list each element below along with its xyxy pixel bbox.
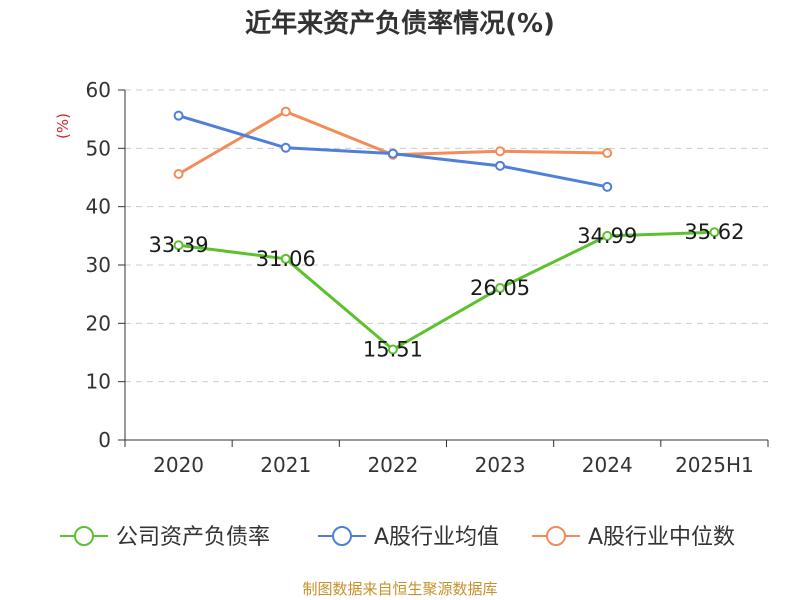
data-point — [173, 240, 184, 251]
series-layer — [173, 106, 720, 355]
data-point — [173, 169, 184, 179]
legend-item: A股行业均值 — [318, 525, 499, 550]
y-tick-label: 10 — [86, 370, 111, 394]
legend: 公司资产负债率 A股行业均值 A股行业中位数 — [60, 525, 735, 550]
data-point — [495, 283, 506, 294]
legend-item: A股行业中位数 — [532, 525, 735, 550]
data-point — [602, 181, 613, 192]
x-tick-label: 2020 — [153, 453, 204, 477]
legend-swatch-marker — [546, 526, 566, 546]
chart-title: 近年来资产负债率情况(%) — [245, 8, 555, 39]
data-label: 35.62 — [684, 220, 744, 244]
data-point — [495, 160, 506, 171]
data-label: 26.05 — [470, 276, 530, 300]
series-line-0 — [178, 230, 715, 352]
data-label: 31.06 — [256, 247, 316, 271]
x-tick-label: 2022 — [367, 453, 418, 477]
y-tick-label: 40 — [86, 195, 111, 219]
x-tick-label: 2021 — [260, 453, 311, 477]
x-tick-label: 2025H1 — [675, 453, 754, 477]
x-tick-label: 2024 — [582, 453, 633, 477]
legend-item: 公司资产负债率 — [60, 525, 270, 550]
legend-swatch-marker — [332, 526, 352, 546]
y-tick-label: 0 — [98, 428, 111, 452]
data-label: 34.99 — [577, 224, 637, 248]
data-point — [173, 110, 184, 121]
series-line-2 — [177, 110, 608, 176]
data-point — [387, 148, 398, 159]
x-tick-label: 2023 — [475, 453, 526, 477]
legend-label: A股行业中位数 — [588, 525, 735, 550]
data-labels: 33.39 31.06 15.51 26.05 34.99 35.62 — [149, 220, 745, 361]
y-tick-label: 50 — [86, 136, 111, 160]
data-label: 33.39 — [149, 233, 209, 257]
data-point — [280, 106, 291, 117]
data-point — [495, 146, 506, 157]
source-note: 制图数据来自恒生聚源数据库 — [302, 580, 497, 598]
y-tick-label: 30 — [86, 253, 111, 277]
data-point — [280, 142, 291, 153]
data-point — [387, 344, 398, 355]
y-tick-label: 20 — [86, 311, 111, 335]
axes: 0 10 20 30 40 50 60 2020 2021 2022 2023 2024 2025H1 — [86, 78, 769, 477]
data-point — [602, 230, 613, 241]
grid-lines — [125, 89, 768, 383]
y-axis-label: (%) — [54, 113, 72, 139]
y-tick-label: 60 — [86, 78, 111, 102]
data-point — [709, 227, 720, 238]
data-label: 15.51 — [363, 338, 423, 362]
data-point — [602, 148, 613, 158]
legend-label: A股行业均值 — [374, 525, 499, 550]
legend-label: 公司资产负债率 — [116, 525, 270, 550]
data-point — [280, 253, 291, 264]
legend-swatch-marker — [74, 526, 94, 546]
